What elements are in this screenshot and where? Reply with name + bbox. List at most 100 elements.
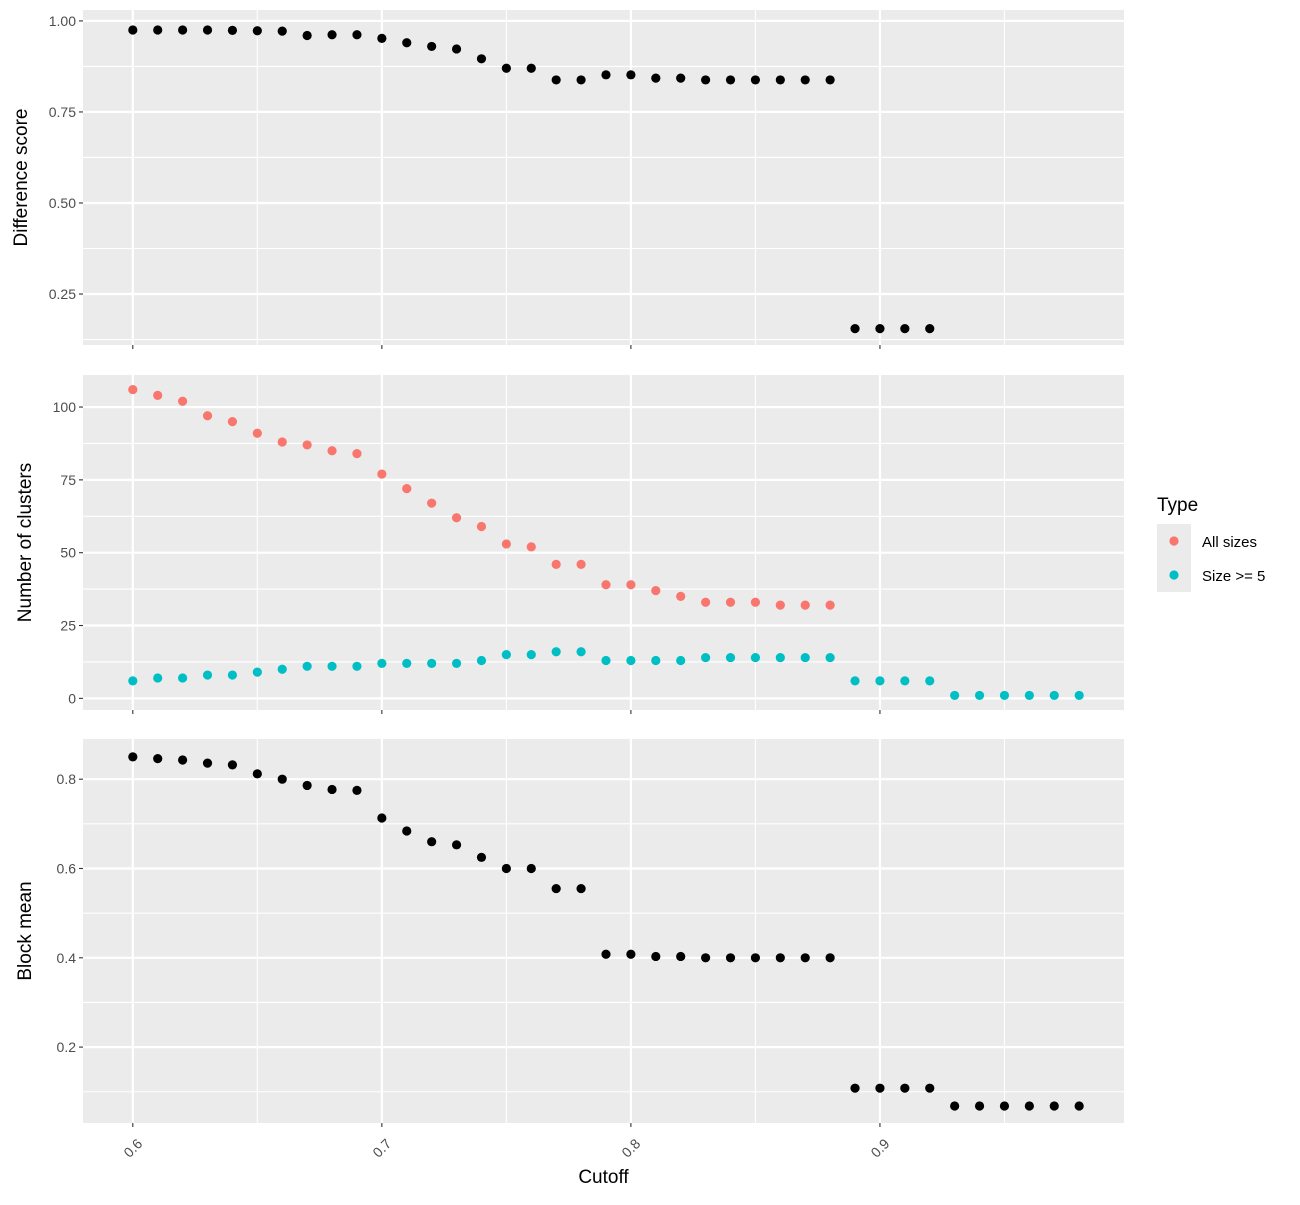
panel-3: 0.2 0.4 0.6 0.8 Block mean [15, 739, 1124, 1127]
data-point [925, 676, 935, 686]
data-point [377, 469, 387, 479]
data-point [750, 75, 761, 85]
data-point [850, 1083, 860, 1093]
y-tick-label: 0.6 [57, 860, 77, 876]
data-point [1024, 690, 1034, 701]
data-point [676, 951, 686, 962]
data-point [277, 437, 287, 447]
data-point [725, 75, 736, 85]
data-point [775, 600, 785, 610]
x-tick-label: 0.8 [618, 1135, 643, 1160]
data-point [178, 673, 188, 683]
data-point [676, 591, 686, 601]
data-point [626, 70, 636, 80]
data-point [153, 754, 163, 764]
data-point [178, 755, 188, 765]
data-point [651, 73, 661, 83]
data-point [327, 784, 337, 795]
data-point [352, 661, 362, 671]
legend-key-point [1169, 536, 1179, 546]
data-point [302, 661, 312, 671]
data-point [327, 30, 337, 40]
data-point [576, 647, 586, 657]
data-point [526, 863, 536, 874]
legend-label: Size >= 5 [1202, 568, 1265, 585]
data-point [601, 949, 611, 959]
legend: Type All sizes Size >= 5 [1157, 495, 1265, 592]
y-axis-title: Block mean [15, 881, 36, 980]
data-point [252, 26, 262, 36]
data-point [875, 1083, 885, 1093]
y-tick-label: 0 [68, 690, 76, 706]
data-point [725, 597, 736, 607]
data-point [227, 760, 238, 770]
data-point [501, 63, 511, 73]
data-point [626, 949, 636, 959]
data-point [750, 953, 761, 963]
series-all-sizes [128, 384, 835, 610]
data-point [725, 953, 736, 963]
data-point [576, 559, 586, 569]
data-point [651, 951, 661, 962]
data-point [999, 1101, 1010, 1111]
y-tick-label: 0.2 [57, 1039, 77, 1055]
data-point [925, 324, 935, 334]
data-point [202, 758, 213, 768]
data-point [476, 521, 487, 532]
data-point [900, 676, 910, 686]
data-point [153, 673, 163, 683]
data-point [302, 30, 312, 41]
y-tick-label: 0.50 [49, 195, 76, 211]
data-point [501, 650, 511, 660]
data-point [1024, 1101, 1034, 1111]
data-point [974, 1101, 985, 1111]
y-tick-label: 0.4 [57, 950, 77, 966]
y-tick-label: 50 [60, 545, 76, 561]
x-tick-label: 0.7 [369, 1135, 394, 1160]
data-point [227, 25, 238, 35]
data-point [377, 658, 387, 668]
data-point [451, 44, 462, 54]
data-point [974, 690, 985, 701]
data-point [402, 826, 412, 836]
data-point [775, 953, 785, 963]
data-point [227, 417, 238, 427]
data-point [999, 690, 1010, 701]
data-point [750, 652, 761, 663]
data-point [1049, 1101, 1059, 1111]
data-point [601, 580, 611, 590]
data-point [576, 883, 586, 894]
data-point [950, 1101, 960, 1111]
y-tick-label: 1.00 [49, 13, 76, 29]
data-point [800, 600, 810, 610]
y-tick-label: 100 [53, 399, 77, 415]
y-axis-title: Difference score [11, 109, 32, 247]
x-tick-label: 0.9 [867, 1135, 892, 1160]
data-point [178, 396, 188, 406]
data-point [800, 953, 810, 963]
data-point [277, 664, 287, 674]
data-point [427, 41, 437, 52]
data-point [302, 440, 312, 450]
y-tick-label: 75 [60, 472, 76, 488]
y-tick-label: 25 [60, 618, 76, 634]
data-point [252, 428, 262, 438]
data-point [825, 953, 835, 963]
data-point [750, 597, 761, 607]
data-point [252, 769, 262, 779]
data-point [153, 25, 163, 35]
data-point [900, 1083, 910, 1093]
data-point [178, 25, 188, 35]
data-point [377, 813, 387, 823]
data-point [501, 863, 511, 874]
data-point [526, 650, 536, 660]
data-point [601, 70, 611, 80]
data-point [551, 559, 561, 569]
data-point [427, 498, 437, 508]
data-point [626, 580, 636, 590]
data-point [850, 324, 860, 334]
data-point [1074, 1101, 1084, 1111]
data-point [128, 752, 138, 762]
